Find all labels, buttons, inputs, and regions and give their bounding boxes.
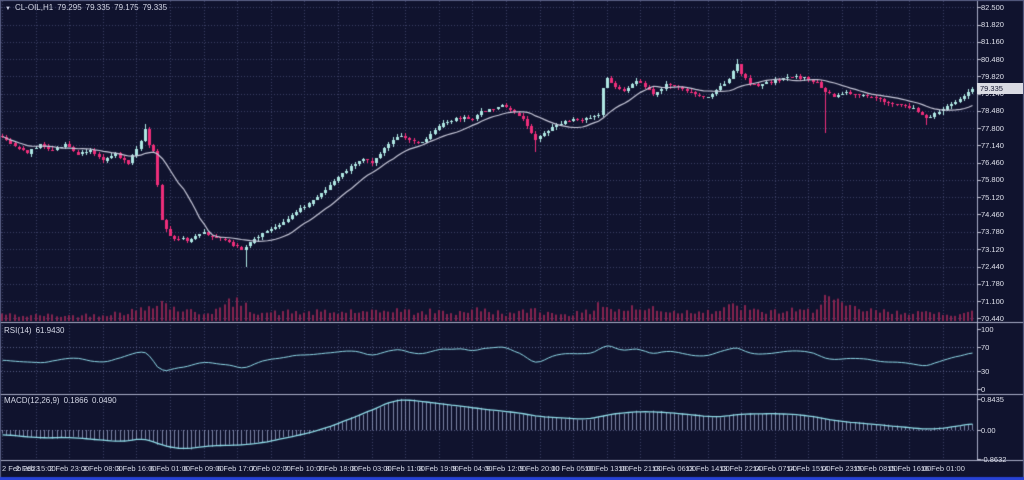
symbol-marker-icon[interactable]: ▼ <box>5 6 11 12</box>
price-axis-label: 75.800 <box>981 175 1004 185</box>
symbol-title-bar: ▼ CL-OIL,H1 79.295 79.335 79.175 79.335 <box>5 3 171 12</box>
time-axis-label: 8 Feb 03:00 <box>351 464 392 473</box>
time-axis-label: 8 Feb 19:00 <box>418 464 459 473</box>
macd-axis-label: 0.8435 <box>981 394 1004 404</box>
macd-signal-value: 0.0490 <box>92 396 117 405</box>
time-axis-label: 13 Feb 06:00 <box>651 464 697 473</box>
time-axis-label: 2 Feb 2023 <box>2 464 40 473</box>
price-axis-label: 77.800 <box>981 123 1004 133</box>
time-axis-label: 3 Feb 08:00 <box>82 464 123 473</box>
time-axis-label: 13 Feb 22:00 <box>719 464 764 473</box>
time-axis-label: 13 Feb 14:00 <box>685 464 730 473</box>
price-axis-label: 78.480 <box>981 106 1004 116</box>
price-axis-label: 72.440 <box>981 262 1004 272</box>
price-axis-label: 73.120 <box>981 244 1004 254</box>
time-axis-label: 16 Feb 01:00 <box>920 464 965 473</box>
rsi-indicator-label: RSI(14) 61.9430 <box>4 326 68 335</box>
ohlc-open: 79.295 <box>57 3 82 12</box>
current-price-badge: 79.335 <box>977 83 1023 94</box>
time-axis-label: 10 Feb 21:00 <box>618 464 663 473</box>
price-axis-label: 76.460 <box>981 158 1004 168</box>
time-axis-label: 8 Feb 11:00 <box>385 464 425 473</box>
time-axis-label: 7 Feb 02:00 <box>250 464 291 473</box>
current-price-value: 79.335 <box>980 84 1003 93</box>
symbol-label: CL-OIL,H1 <box>14 3 54 12</box>
price-axis-label: 81.160 <box>981 37 1004 47</box>
rsi-axis-label: 0 <box>981 384 986 394</box>
time-axis-label: 6 Feb 09:00 <box>183 464 224 473</box>
rsi-value: 61.9430 <box>35 326 65 335</box>
time-axis-label: 9 Feb 12:00 <box>485 464 527 473</box>
time-axis-label: 2 Feb 23:00 <box>49 464 90 473</box>
price-axis-label: 74.460 <box>981 209 1004 219</box>
price-axis-label: 82.500 <box>981 2 1004 12</box>
time-axis-label: 14 Feb 15:00 <box>786 464 831 473</box>
price-axis-label: 80.480 <box>981 54 1004 64</box>
time-axis-label: 9 Feb 04:00 <box>452 464 493 473</box>
time-axis-label: 6 Feb 01:00 <box>149 464 191 473</box>
price-axis-label: 73.780 <box>981 227 1004 237</box>
price-axis-label: 79.820 <box>981 71 1004 81</box>
ohlc-close: 79.335 <box>142 3 168 12</box>
time-axis-label: 2 Feb 15:00 <box>15 464 56 473</box>
macd-name: MACD(12,26,9) <box>4 396 60 405</box>
macd-axis-label: 0.00 <box>981 425 996 435</box>
time-axis-label: 7 Feb 10:00 <box>284 464 325 473</box>
price-axis-label: 71.100 <box>981 296 1004 306</box>
time-axis-label: 15 Feb 16:00 <box>887 464 932 473</box>
price-axis-label: 71.780 <box>981 279 1004 289</box>
ohlc-high: 79.335 <box>85 3 111 12</box>
macd-main-value: 0.1866 <box>63 396 89 405</box>
rsi-axis-label: 100 <box>981 324 994 334</box>
price-axis-label: 75.120 <box>981 192 1004 202</box>
time-axis-label: 10 Feb 05:00 <box>551 464 596 473</box>
macd-axis-label: -0.8632 <box>981 454 1007 464</box>
price-axis-label: 70.440 <box>981 313 1004 323</box>
ohlc-low: 79.175 <box>114 3 139 12</box>
price-axis-label: 81.820 <box>981 20 1004 30</box>
time-axis-label: 15 Feb 08:00 <box>853 464 898 473</box>
time-axis-label: 14 Feb 23:00 <box>819 464 865 473</box>
time-axis-label: 3 Feb 16:00 <box>116 464 157 473</box>
rsi-name: RSI(14) <box>4 326 32 335</box>
macd-indicator-label: MACD(12,26,9) 0.1866 0.0490 <box>4 396 121 405</box>
price-axis-label: 77.140 <box>981 140 1004 150</box>
rsi-axis-label: 30 <box>981 366 990 376</box>
time-axis-label: 14 Feb 07:00 <box>752 464 797 473</box>
time-axis-label: 6 Feb 17:00 <box>217 464 258 473</box>
rsi-axis-label: 70 <box>981 342 990 352</box>
time-axis-label: 7 Feb 18:00 <box>317 464 359 473</box>
time-axis-label: 9 Feb 20:00 <box>519 464 560 473</box>
time-axis-label: 10 Feb 13:00 <box>584 464 629 473</box>
